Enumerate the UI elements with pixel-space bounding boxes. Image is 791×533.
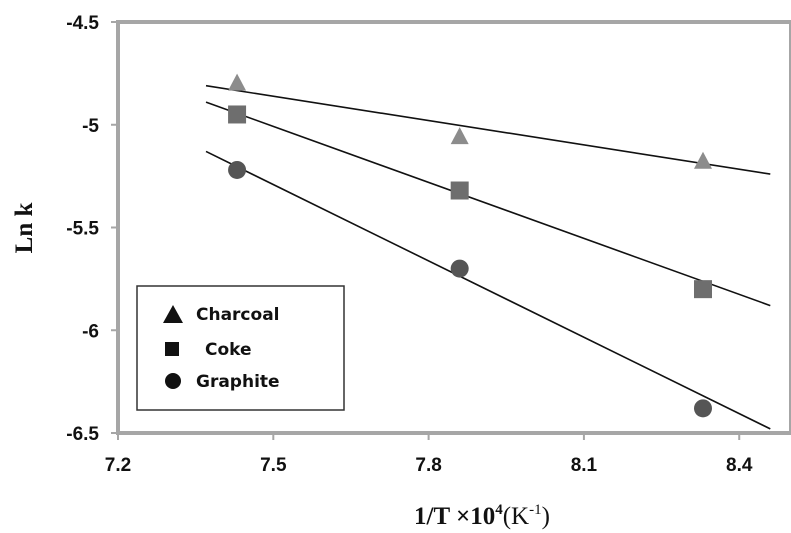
legend-marker-coke xyxy=(165,342,179,356)
data-markers xyxy=(228,73,712,418)
y-tick-label: -6.5 xyxy=(66,424,99,445)
legend-marker-graphite xyxy=(165,373,181,389)
trendline-coke xyxy=(205,101,771,307)
x-axis-ticks: 7.2 7.5 7.8 8.1 8.4 xyxy=(105,433,753,476)
x-tick-label: 8.1 xyxy=(571,455,598,476)
point-graphite xyxy=(450,259,469,278)
point-coke xyxy=(693,280,712,299)
y-axis-ticks: -4.5 -5 -5.5 -6 -6.5 xyxy=(66,13,118,445)
fit-lines xyxy=(205,84,771,430)
y-tick-label: -4.5 xyxy=(66,13,99,34)
legend-label-coke: Coke xyxy=(205,340,252,360)
y-axis-label: Ln k xyxy=(11,203,38,254)
legend: Charcoal Coke Graphite xyxy=(136,285,345,411)
x-tick-label: 7.2 xyxy=(105,455,131,476)
legend-marker-charcoal xyxy=(163,305,183,323)
y-tick-label: -5.5 xyxy=(66,219,99,240)
trendline-charcoal xyxy=(205,84,771,175)
x-axis-label: 1/T ×104(K-1) xyxy=(414,502,550,530)
x-tick-label: 7.8 xyxy=(415,455,441,476)
legend-label-charcoal: Charcoal xyxy=(196,305,280,325)
y-tick-label: -5 xyxy=(82,116,99,137)
point-charcoal xyxy=(693,151,712,169)
point-graphite xyxy=(693,399,712,418)
point-charcoal xyxy=(450,127,469,145)
x-tick-label: 7.5 xyxy=(260,455,287,476)
point-coke xyxy=(228,105,247,124)
point-charcoal xyxy=(228,73,247,91)
trendline-graphite xyxy=(205,150,771,430)
point-graphite xyxy=(228,160,247,179)
x-tick-label: 8.4 xyxy=(726,455,753,476)
y-tick-label: -6 xyxy=(82,321,99,342)
legend-label-graphite: Graphite xyxy=(196,372,280,392)
point-coke xyxy=(450,181,469,200)
